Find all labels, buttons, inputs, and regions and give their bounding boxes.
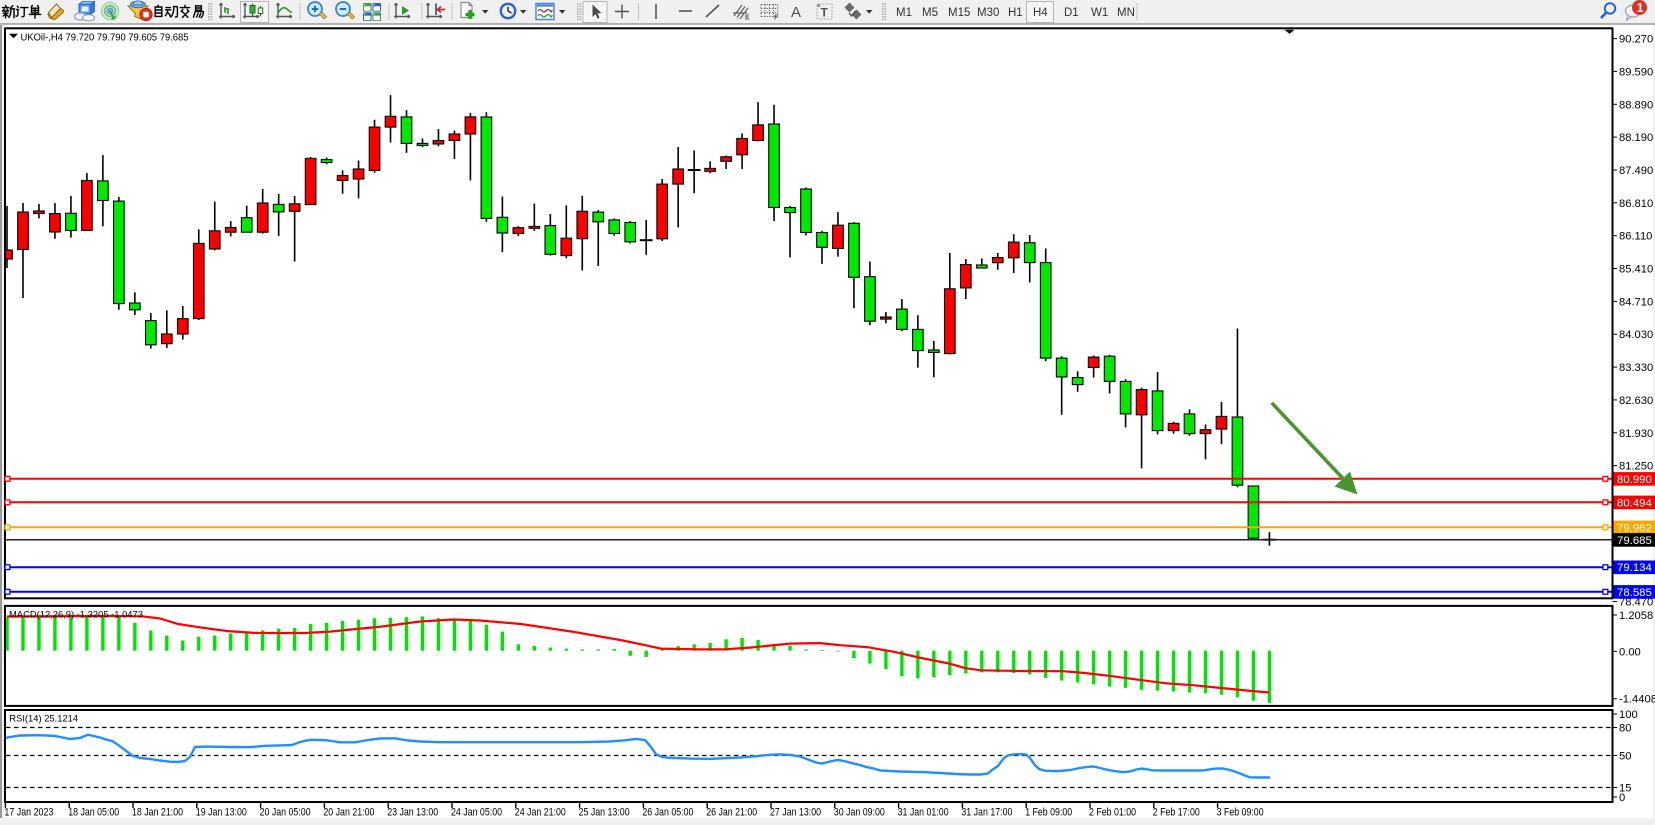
svg-text:23 Jan 13:00: 23 Jan 13:00 xyxy=(387,807,438,819)
svg-text:78.585: 78.585 xyxy=(1617,587,1652,599)
svg-text:88.890: 88.890 xyxy=(1619,99,1653,111)
svg-text:D1: D1 xyxy=(1064,7,1079,19)
svg-text:87.490: 87.490 xyxy=(1619,165,1653,177)
svg-text:80: 80 xyxy=(1619,723,1631,735)
svg-text:26 Jan 05:00: 26 Jan 05:00 xyxy=(642,807,693,819)
svg-text:H1: H1 xyxy=(1008,7,1023,19)
svg-text:2 Feb 17:00: 2 Feb 17:00 xyxy=(1153,807,1200,819)
svg-text:86.810: 86.810 xyxy=(1619,198,1653,210)
svg-text:88.190: 88.190 xyxy=(1619,132,1653,144)
svg-text:85.410: 85.410 xyxy=(1619,264,1653,276)
svg-text:0: 0 xyxy=(1619,792,1625,804)
svg-text:20 Jan 05:00: 20 Jan 05:00 xyxy=(260,807,311,819)
svg-text:MN: MN xyxy=(1117,7,1135,19)
svg-text:M15: M15 xyxy=(948,7,970,19)
svg-text:78.470: 78.470 xyxy=(1619,597,1653,609)
svg-text:79.134: 79.134 xyxy=(1617,562,1652,574)
svg-text:1.2058: 1.2058 xyxy=(1619,610,1653,622)
svg-text:1 Feb 09:00: 1 Feb 09:00 xyxy=(1025,807,1072,819)
svg-text:W1: W1 xyxy=(1091,7,1108,19)
svg-text:3 Feb 09:00: 3 Feb 09:00 xyxy=(1217,807,1264,819)
svg-text:79.685: 79.685 xyxy=(1617,535,1652,547)
svg-text:100: 100 xyxy=(1619,709,1638,721)
svg-text:1: 1 xyxy=(1637,1,1644,15)
svg-text:18 Jan 21:00: 18 Jan 21:00 xyxy=(132,807,183,819)
svg-text:H4: H4 xyxy=(1033,7,1048,19)
svg-text:M1: M1 xyxy=(896,7,912,19)
svg-text:83.330: 83.330 xyxy=(1619,362,1653,374)
svg-text:E: E xyxy=(745,15,750,22)
svg-text:MACD(12,26,9) -1.3205 -1.0473: MACD(12,26,9) -1.3205 -1.0473 xyxy=(9,609,143,620)
svg-text:31 Jan 01:00: 31 Jan 01:00 xyxy=(898,807,949,819)
svg-text:90.270: 90.270 xyxy=(1619,34,1653,46)
svg-text:84.030: 84.030 xyxy=(1619,329,1653,341)
svg-text:2 Feb 01:00: 2 Feb 01:00 xyxy=(1089,807,1136,819)
svg-text:M30: M30 xyxy=(977,7,999,19)
svg-text:F: F xyxy=(774,15,779,22)
svg-text:81.930: 81.930 xyxy=(1619,428,1653,440)
svg-text:19 Jan 13:00: 19 Jan 13:00 xyxy=(196,807,247,819)
svg-text:24 Jan 21:00: 24 Jan 21:00 xyxy=(515,807,566,819)
svg-text:24 Jan 05:00: 24 Jan 05:00 xyxy=(451,807,502,819)
svg-text:-1.4408: -1.4408 xyxy=(1619,694,1655,706)
svg-text:80.494: 80.494 xyxy=(1617,497,1652,509)
svg-text:15: 15 xyxy=(1619,783,1631,795)
svg-text:86.110: 86.110 xyxy=(1619,231,1652,243)
svg-text:50: 50 xyxy=(1619,751,1631,763)
svg-text:M5: M5 xyxy=(922,7,938,19)
svg-text:26 Jan 21:00: 26 Jan 21:00 xyxy=(706,807,757,819)
svg-text:80.990: 80.990 xyxy=(1617,474,1652,486)
svg-text:20 Jan 21:00: 20 Jan 21:00 xyxy=(323,807,374,819)
svg-text:84.710: 84.710 xyxy=(1619,296,1653,308)
svg-text:T: T xyxy=(821,6,829,20)
svg-text:A: A xyxy=(791,4,801,21)
svg-text:31 Jan 17:00: 31 Jan 17:00 xyxy=(961,807,1012,819)
svg-text:82.630: 82.630 xyxy=(1619,395,1653,407)
svg-text:89.590: 89.590 xyxy=(1619,66,1653,78)
svg-text:25 Jan 13:00: 25 Jan 13:00 xyxy=(579,807,630,819)
svg-text:0.00: 0.00 xyxy=(1619,646,1641,658)
svg-text:27 Jan 13:00: 27 Jan 13:00 xyxy=(770,807,821,819)
svg-text:30 Jan 09:00: 30 Jan 09:00 xyxy=(834,807,885,819)
svg-text:17 Jan 2023: 17 Jan 2023 xyxy=(4,807,53,819)
svg-text:RSI(14) 25.1214: RSI(14) 25.1214 xyxy=(9,713,78,724)
svg-text:81.250: 81.250 xyxy=(1619,461,1653,473)
svg-text:18 Jan 05:00: 18 Jan 05:00 xyxy=(68,807,119,819)
svg-text:79.962: 79.962 xyxy=(1617,522,1652,534)
svg-text:UKOil-,H4 79.720 79.790 79.60: UKOil-,H4 79.720 79.790 79.605 79.685 xyxy=(21,33,189,44)
